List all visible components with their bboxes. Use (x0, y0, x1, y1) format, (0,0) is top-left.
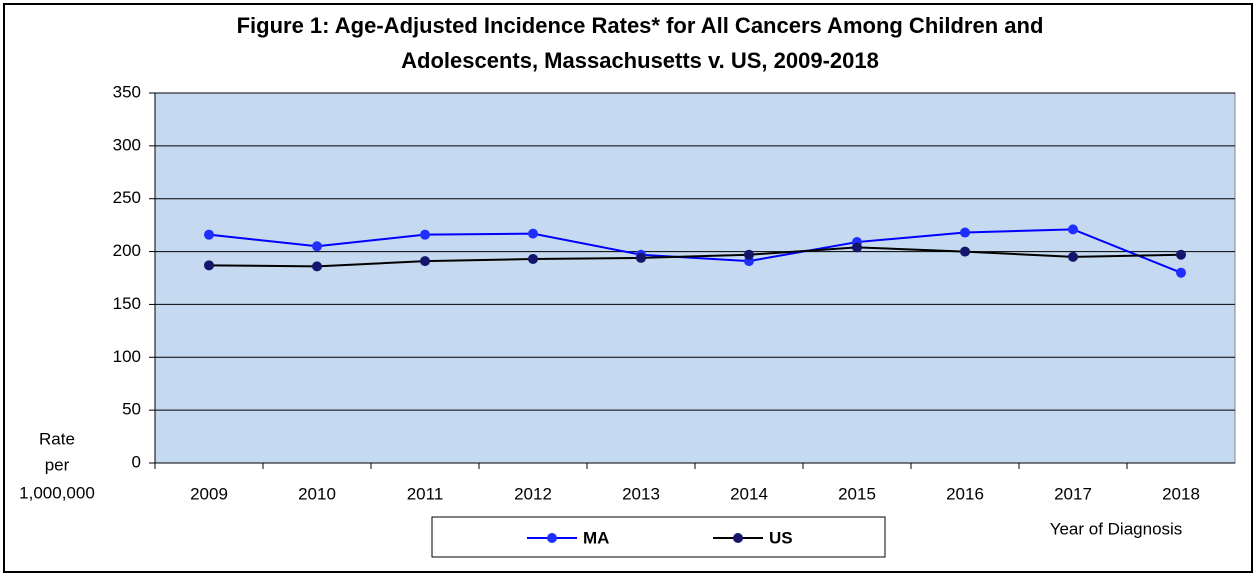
y-tick-label: 250 (113, 188, 141, 207)
x-tick-label: 2011 (407, 484, 444, 503)
y-tick-label: 0 (132, 452, 141, 471)
data-point (1176, 249, 1186, 260)
data-point (528, 253, 538, 264)
x-tick-label: 2010 (298, 484, 336, 503)
y-axis-label: 1,000,000 (19, 483, 95, 502)
y-tick-label: 150 (113, 294, 141, 313)
chart-title: Adolescents, Massachusetts v. US, 2009-2… (401, 48, 879, 73)
data-point (204, 260, 214, 271)
legend-label: US (769, 528, 793, 547)
y-axis-label: Rate (39, 429, 75, 448)
x-tick-label: 2015 (838, 484, 876, 503)
chart-title: Figure 1: Age-Adjusted Incidence Rates* … (237, 13, 1044, 38)
data-point (204, 229, 214, 240)
x-tick-label: 2013 (622, 484, 660, 503)
y-tick-label: 100 (113, 347, 141, 366)
data-point (1176, 267, 1186, 278)
x-tick-label: 2018 (1162, 484, 1200, 503)
data-point (1068, 224, 1078, 235)
x-tick-label: 2016 (946, 484, 984, 503)
x-tick-label: 2009 (190, 484, 228, 503)
legend-label: MA (583, 528, 609, 547)
y-axis-label: per (45, 455, 70, 474)
y-tick-label: 50 (122, 400, 141, 419)
y-tick-label: 300 (113, 135, 141, 154)
data-point (852, 242, 862, 253)
x-tick-label: 2014 (730, 484, 768, 503)
data-point (636, 252, 646, 263)
data-point (744, 249, 754, 260)
legend-marker (547, 533, 557, 543)
legend-box (431, 516, 886, 558)
data-point (420, 229, 430, 240)
data-point (420, 256, 430, 267)
x-tick-label: 2017 (1054, 484, 1092, 503)
series-line (208, 228, 1182, 274)
data-point (312, 241, 322, 252)
legend-marker (733, 533, 743, 543)
data-point (1068, 251, 1078, 262)
x-tick-label: 2012 (514, 484, 552, 503)
data-point (960, 246, 970, 257)
y-tick-label: 350 (113, 82, 141, 101)
data-point (528, 228, 538, 239)
data-point (960, 227, 970, 238)
y-tick-label: 200 (113, 241, 141, 260)
series-line (208, 246, 1182, 268)
data-point (312, 261, 322, 272)
x-axis-label: Year of Diagnosis (1050, 519, 1183, 538)
plot-area (154, 92, 1236, 464)
